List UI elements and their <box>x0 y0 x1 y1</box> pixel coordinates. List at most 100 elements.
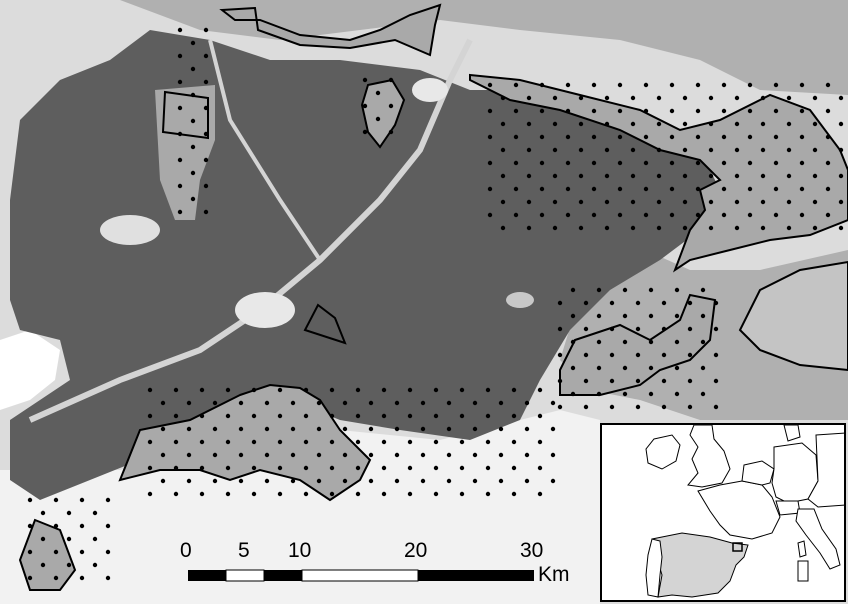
sample-point <box>596 287 602 293</box>
sample-point <box>368 426 374 432</box>
sample-point <box>160 452 166 458</box>
sample-point <box>557 404 563 410</box>
sample-point <box>303 413 309 419</box>
sample-point <box>212 478 218 484</box>
sample-point <box>596 365 602 371</box>
sample-point <box>459 465 465 471</box>
sample-point <box>420 452 426 458</box>
sample-point <box>687 300 693 306</box>
sample-point <box>643 134 649 140</box>
sample-point <box>609 326 615 332</box>
sample-point <box>394 452 400 458</box>
sample-point <box>190 196 196 202</box>
sample-point <box>368 478 374 484</box>
sample-point <box>524 400 530 406</box>
sample-point <box>708 95 714 101</box>
protected-area-west <box>161 90 209 140</box>
urban-area-3 <box>412 78 448 102</box>
sample-point <box>583 300 589 306</box>
urban-area-2 <box>100 215 160 245</box>
sample-point <box>687 378 693 384</box>
sample-point <box>92 510 98 516</box>
inset-great-britain <box>687 425 731 488</box>
sample-point <box>760 199 766 205</box>
sample-point <box>27 523 33 529</box>
sample-point <box>695 186 701 192</box>
sample-point <box>66 562 72 568</box>
sample-point <box>622 339 628 345</box>
sample-point <box>648 391 654 397</box>
sample-point <box>550 452 556 458</box>
sample-point <box>570 287 576 293</box>
sample-point <box>225 387 231 393</box>
sample-point <box>537 465 543 471</box>
sample-point <box>513 82 519 88</box>
scale-label-10: 10 <box>288 539 312 562</box>
sample-point <box>407 387 413 393</box>
sample-point <box>355 413 361 419</box>
sample-point <box>342 426 348 432</box>
sample-point <box>838 147 844 153</box>
sample-point <box>669 82 675 88</box>
sample-point <box>708 147 714 153</box>
sample-point <box>591 134 597 140</box>
sample-point <box>635 300 641 306</box>
sample-point <box>303 387 309 393</box>
sample-point <box>238 426 244 432</box>
protected-area-north-blob <box>360 78 406 149</box>
sample-point <box>617 108 623 114</box>
protected-area-north <box>219 3 442 57</box>
sample-point <box>583 326 589 332</box>
sample-point <box>511 465 517 471</box>
sample-point <box>539 108 545 114</box>
sample-point <box>591 82 597 88</box>
inset-switzerland <box>775 500 801 516</box>
sample-point <box>264 426 270 432</box>
sample-point <box>635 326 641 332</box>
sample-point <box>433 491 439 497</box>
sample-point <box>79 549 85 555</box>
sample-point <box>550 478 556 484</box>
sample-point <box>799 134 805 140</box>
sample-point <box>604 95 610 101</box>
sample-point <box>264 478 270 484</box>
sample-point <box>203 183 209 189</box>
sample-point <box>747 134 753 140</box>
sample-point <box>27 549 33 555</box>
sample-point <box>565 160 571 166</box>
sample-point <box>487 212 493 218</box>
sample-point <box>511 491 517 497</box>
sample-point <box>812 173 818 179</box>
sample-point <box>190 66 196 72</box>
sample-point <box>177 183 183 189</box>
sample-point <box>105 575 111 581</box>
sample-point <box>511 387 517 393</box>
sample-point <box>203 157 209 163</box>
medium-landcover-north <box>120 0 848 95</box>
sample-point <box>316 400 322 406</box>
sample-point <box>661 404 667 410</box>
sample-point <box>329 387 335 393</box>
sample-point <box>277 413 283 419</box>
sample-point <box>583 352 589 358</box>
sample-point <box>552 225 558 231</box>
sample-point <box>173 491 179 497</box>
sample-point <box>500 225 506 231</box>
sample-point <box>355 387 361 393</box>
sample-point <box>79 497 85 503</box>
sampling-points <box>27 27 844 581</box>
sample-point <box>500 121 506 127</box>
protected-area-east <box>469 73 848 273</box>
sample-point <box>212 426 218 432</box>
sample-point <box>186 400 192 406</box>
sample-point <box>173 413 179 419</box>
sample-point <box>695 82 701 88</box>
sample-point <box>661 326 667 332</box>
sample-point <box>407 465 413 471</box>
sample-point <box>53 497 59 503</box>
sample-point <box>682 173 688 179</box>
sample-point <box>734 225 740 231</box>
sample-point <box>472 452 478 458</box>
sample-point <box>190 40 196 46</box>
sample-point <box>552 173 558 179</box>
